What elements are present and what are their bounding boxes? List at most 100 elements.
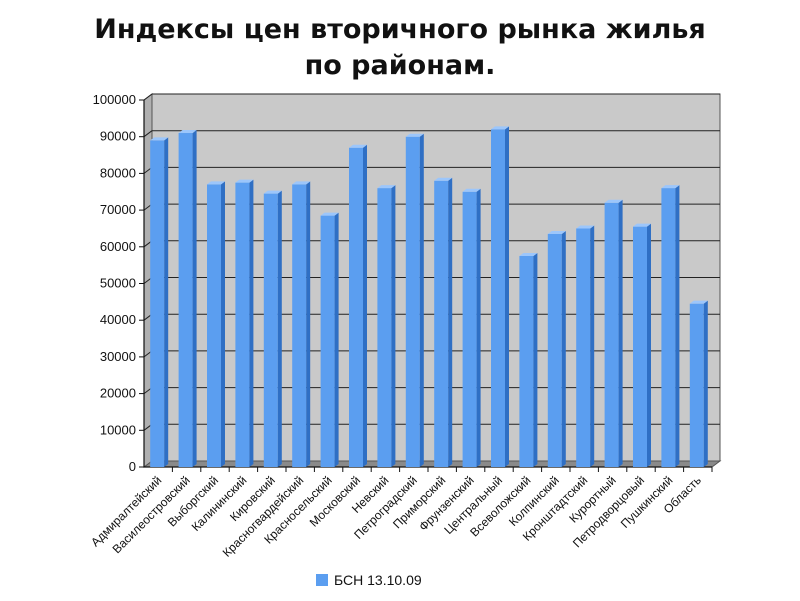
bar-front [519, 255, 534, 467]
bar-front [405, 136, 420, 467]
y-tick-label: 70000 [100, 202, 136, 217]
y-tick-label: 90000 [100, 129, 136, 144]
bar-side [306, 181, 311, 467]
bar-top [604, 199, 623, 203]
chart-legend: БСН 13.10.09 [316, 572, 422, 588]
legend-swatch [316, 574, 328, 586]
bar [349, 144, 367, 467]
bar-side [703, 300, 708, 467]
y-tick-label: 50000 [100, 276, 136, 291]
bar [462, 188, 481, 467]
bar-top [207, 181, 225, 185]
y-tick-label: 60000 [100, 239, 136, 254]
bar-front [349, 147, 363, 467]
chart-bars [150, 126, 708, 468]
bar-top [576, 225, 595, 229]
bar [576, 225, 595, 467]
bar-top [661, 185, 680, 189]
bar-side [277, 190, 282, 467]
bar-top [377, 185, 396, 189]
bar-front [604, 202, 619, 467]
bar [178, 130, 197, 467]
bar-front [491, 129, 505, 468]
bar-front [292, 184, 307, 467]
bar-top [178, 130, 197, 134]
bar-side [590, 225, 595, 467]
y-axis-tick-labels: 0 10000 20000 30000 40000 50000 60000 70000 8000… [93, 92, 136, 474]
bar-top [405, 133, 424, 137]
y-tick-label: 30000 [100, 349, 136, 364]
bar-front [263, 193, 278, 467]
bar-top [263, 190, 282, 194]
chart-title-line-2: по районам. [304, 50, 496, 81]
bar-side [164, 137, 169, 467]
bar-side [363, 144, 367, 467]
gridline-side [143, 93, 153, 101]
gridline-side [143, 130, 153, 138]
bar-side [249, 179, 254, 467]
bar-front [150, 140, 165, 467]
bar-top [292, 181, 311, 185]
bar [377, 185, 396, 467]
bar-side [618, 199, 623, 467]
bar [434, 177, 453, 468]
bar [263, 190, 282, 467]
chart-title-line-1: Индексы цен вторичного рынка жилья [94, 14, 706, 45]
bar-side [221, 181, 225, 467]
bar-side [476, 188, 481, 467]
bar-front [689, 303, 704, 467]
bar [150, 137, 169, 467]
y-tick-label: 20000 [100, 386, 136, 401]
x-axis-category-labels: АдмиралтейскийВасилеостровскийВыборгский… [88, 473, 704, 560]
bar-front [320, 215, 335, 467]
bar [292, 181, 311, 467]
bar [633, 223, 651, 467]
y-tick-label: 10000 [100, 422, 136, 437]
bar-front [377, 188, 392, 467]
bar-top [349, 144, 367, 148]
bar-front [178, 133, 193, 467]
bar-side [505, 126, 509, 468]
bar-top [547, 230, 566, 234]
bar-side [419, 133, 424, 467]
bar-side [334, 212, 339, 467]
bar-side [391, 185, 396, 467]
bar [519, 252, 538, 467]
y-tick-label: 40000 [100, 312, 136, 327]
bar [689, 300, 708, 467]
bar-top [491, 126, 509, 130]
bar [547, 230, 566, 467]
bar [661, 185, 680, 467]
bar-front [235, 182, 250, 467]
bar-side [192, 130, 197, 467]
bar [604, 199, 623, 467]
y-tick-label: 100000 [93, 92, 136, 107]
bar-side [675, 185, 680, 467]
bar-top [320, 212, 339, 216]
bar-top [235, 179, 254, 183]
bar-top [150, 137, 169, 141]
bar [207, 181, 225, 467]
bar-front [576, 228, 591, 467]
bar-front [633, 226, 647, 467]
bar-top [689, 300, 708, 304]
bar-top [519, 252, 538, 256]
chart-title: Индексы цен вторичного рынка жилья по ра… [0, 12, 800, 84]
bar-top [434, 177, 453, 181]
bar-front [434, 180, 449, 468]
bar-side [647, 223, 651, 467]
bar-front [207, 184, 221, 467]
bar [320, 212, 339, 467]
bar-side [533, 252, 538, 467]
bar-side [561, 230, 566, 467]
bar-front [547, 233, 562, 467]
bar [491, 126, 509, 468]
bar-front [462, 191, 477, 467]
bar-top [462, 188, 481, 192]
y-tick-label: 0 [129, 459, 136, 474]
legend-label: БСН 13.10.09 [334, 572, 422, 588]
bar-top [633, 223, 651, 227]
y-tick-label: 80000 [100, 165, 136, 180]
bar-side [448, 177, 453, 468]
